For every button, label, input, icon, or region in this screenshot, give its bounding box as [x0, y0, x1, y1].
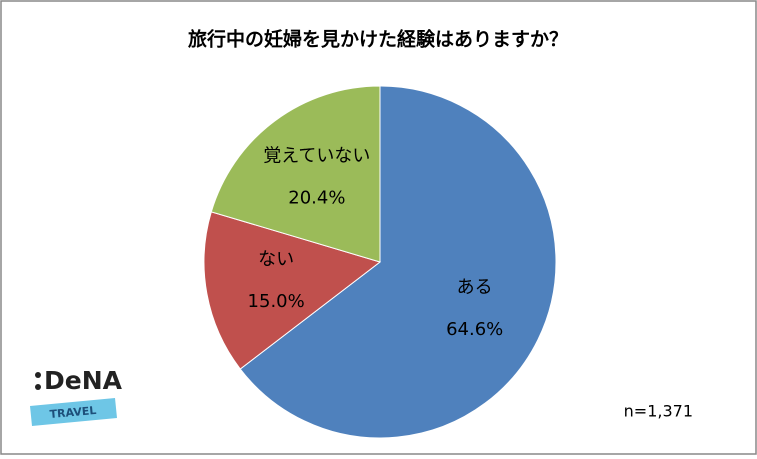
logo-dot: [35, 372, 41, 378]
slice-value: 20.4%: [288, 187, 345, 208]
logo-sub: TRAVEL: [49, 404, 97, 421]
slice-name: ある: [457, 277, 493, 298]
logo-dot: [35, 384, 41, 390]
slice-name: 覚えていない: [263, 145, 370, 166]
slice-name: ない: [258, 249, 294, 270]
slice-value: 64.6%: [446, 319, 503, 340]
logo: DeNA TRAVEL: [30, 366, 123, 426]
pie-slice: [210, 85, 381, 263]
logo-band: [30, 398, 117, 426]
logo-brand: DeNA: [44, 366, 123, 395]
pie-slice: [239, 85, 557, 439]
chart-title: 旅行中の妊婦を見かけた経験はありますか？: [188, 28, 568, 51]
slice-value: 15.0%: [248, 291, 305, 312]
sample-size: n=1,371: [624, 402, 693, 421]
pie-slice: [203, 211, 382, 370]
